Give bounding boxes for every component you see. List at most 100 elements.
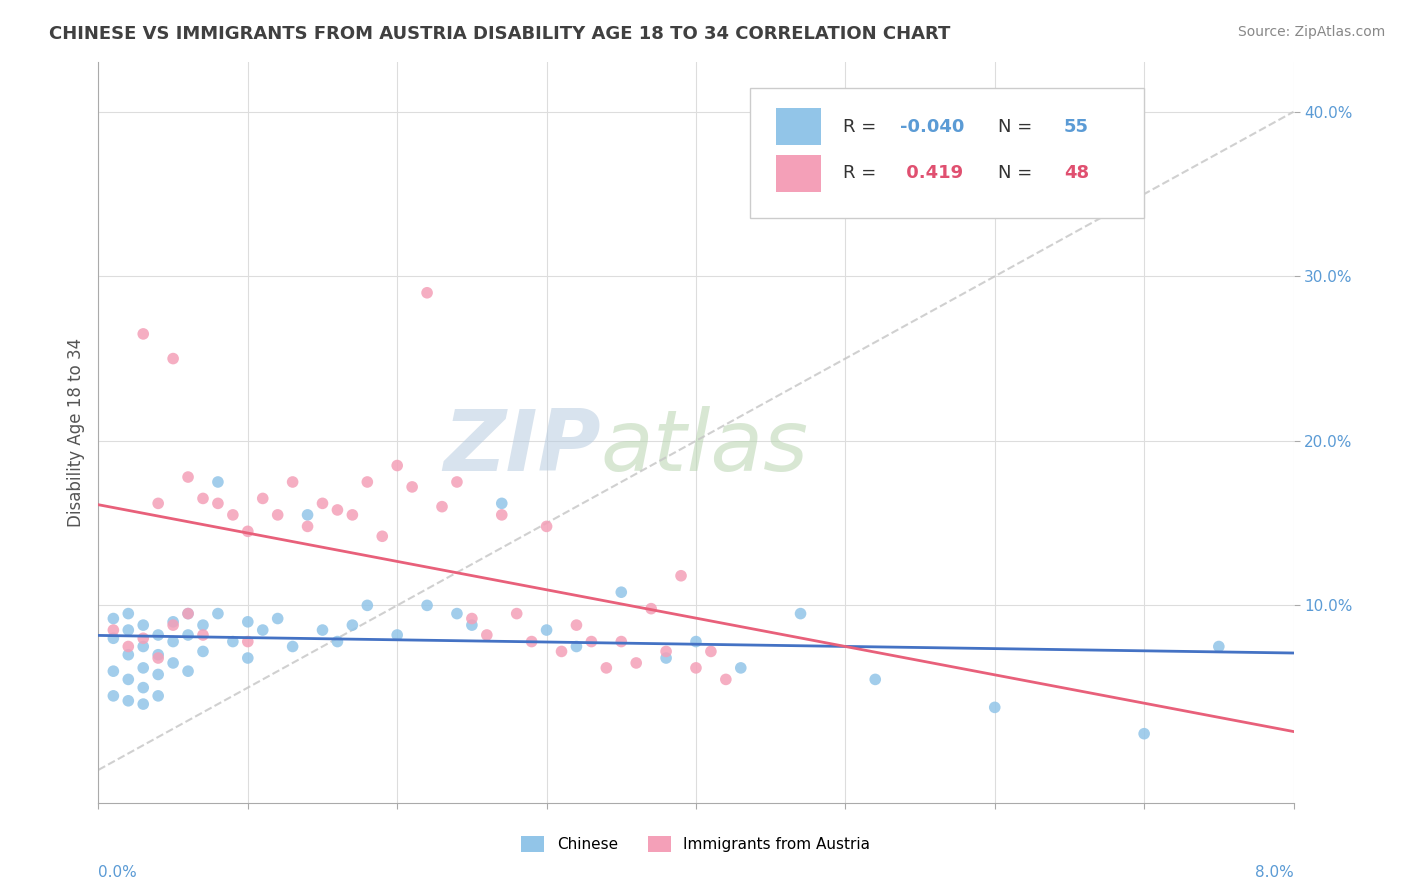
Point — [117, 694, 139, 708]
Text: 0.419: 0.419 — [900, 164, 963, 183]
Point — [177, 607, 200, 621]
Point — [191, 491, 214, 506]
Point — [610, 585, 633, 599]
Point — [236, 615, 259, 629]
Point — [326, 634, 349, 648]
Point — [669, 568, 692, 582]
Point — [103, 689, 125, 703]
Point — [162, 618, 184, 632]
Point — [191, 628, 214, 642]
Point — [281, 640, 304, 654]
Point — [565, 618, 588, 632]
Point — [326, 503, 349, 517]
Point — [491, 496, 513, 510]
Point — [132, 618, 155, 632]
Text: R =: R = — [844, 164, 882, 183]
Point — [281, 475, 304, 489]
Point — [132, 632, 155, 646]
Text: N =: N = — [998, 118, 1038, 136]
Point — [610, 634, 633, 648]
Point — [103, 664, 125, 678]
Point — [356, 475, 378, 489]
Text: atlas: atlas — [600, 406, 808, 489]
Point — [385, 458, 409, 473]
Point — [148, 496, 170, 510]
Point — [342, 508, 364, 522]
Point — [865, 673, 887, 687]
Point — [148, 667, 170, 681]
Point — [207, 496, 229, 510]
Point — [177, 607, 200, 621]
Point — [520, 634, 543, 648]
Point — [536, 623, 558, 637]
Point — [446, 475, 468, 489]
Text: N =: N = — [998, 164, 1038, 183]
Point — [655, 644, 678, 658]
Point — [117, 623, 139, 637]
Point — [789, 607, 811, 621]
Point — [297, 508, 319, 522]
Point — [148, 628, 170, 642]
Point — [984, 700, 1007, 714]
Point — [342, 618, 364, 632]
Point — [162, 351, 184, 366]
Point — [148, 651, 170, 665]
Point — [177, 664, 200, 678]
Point — [685, 634, 707, 648]
Point — [191, 644, 214, 658]
Point — [506, 607, 529, 621]
Point — [267, 508, 290, 522]
Point — [252, 623, 274, 637]
Point — [1208, 640, 1230, 654]
Point — [103, 632, 125, 646]
Text: 8.0%: 8.0% — [1254, 865, 1294, 880]
Point — [103, 623, 125, 637]
Point — [191, 618, 214, 632]
Point — [148, 648, 170, 662]
Point — [401, 480, 423, 494]
Point — [236, 651, 259, 665]
Text: 55: 55 — [1064, 118, 1090, 136]
Point — [162, 615, 184, 629]
Point — [700, 644, 723, 658]
Point — [1133, 727, 1156, 741]
Text: 0.0%: 0.0% — [98, 865, 138, 880]
Point — [446, 607, 468, 621]
Point — [207, 607, 229, 621]
Point — [461, 611, 484, 625]
Point — [177, 628, 200, 642]
Point — [236, 524, 259, 539]
Point — [236, 634, 259, 648]
Point — [565, 640, 588, 654]
Point — [267, 611, 290, 625]
Point — [416, 285, 439, 300]
Point — [356, 599, 378, 613]
Text: R =: R = — [844, 118, 882, 136]
FancyBboxPatch shape — [749, 88, 1144, 218]
Point — [311, 623, 333, 637]
Point — [132, 661, 155, 675]
Point — [222, 634, 245, 648]
Text: 48: 48 — [1064, 164, 1090, 183]
Point — [430, 500, 453, 514]
Point — [640, 601, 662, 615]
Text: CHINESE VS IMMIGRANTS FROM AUSTRIA DISABILITY AGE 18 TO 34 CORRELATION CHART: CHINESE VS IMMIGRANTS FROM AUSTRIA DISAB… — [49, 25, 950, 43]
Point — [132, 640, 155, 654]
Point — [297, 519, 319, 533]
FancyBboxPatch shape — [776, 155, 821, 192]
Point — [162, 656, 184, 670]
Point — [581, 634, 603, 648]
Point — [385, 628, 409, 642]
FancyBboxPatch shape — [776, 108, 821, 145]
Point — [177, 470, 200, 484]
Point — [626, 656, 648, 670]
Legend: Chinese, Immigrants from Austria: Chinese, Immigrants from Austria — [516, 830, 876, 858]
Point — [714, 673, 737, 687]
Point — [148, 689, 170, 703]
Point — [595, 661, 617, 675]
Point — [117, 640, 139, 654]
Point — [103, 611, 125, 625]
Text: Source: ZipAtlas.com: Source: ZipAtlas.com — [1237, 25, 1385, 39]
Text: -0.040: -0.040 — [900, 118, 965, 136]
Point — [132, 697, 155, 711]
